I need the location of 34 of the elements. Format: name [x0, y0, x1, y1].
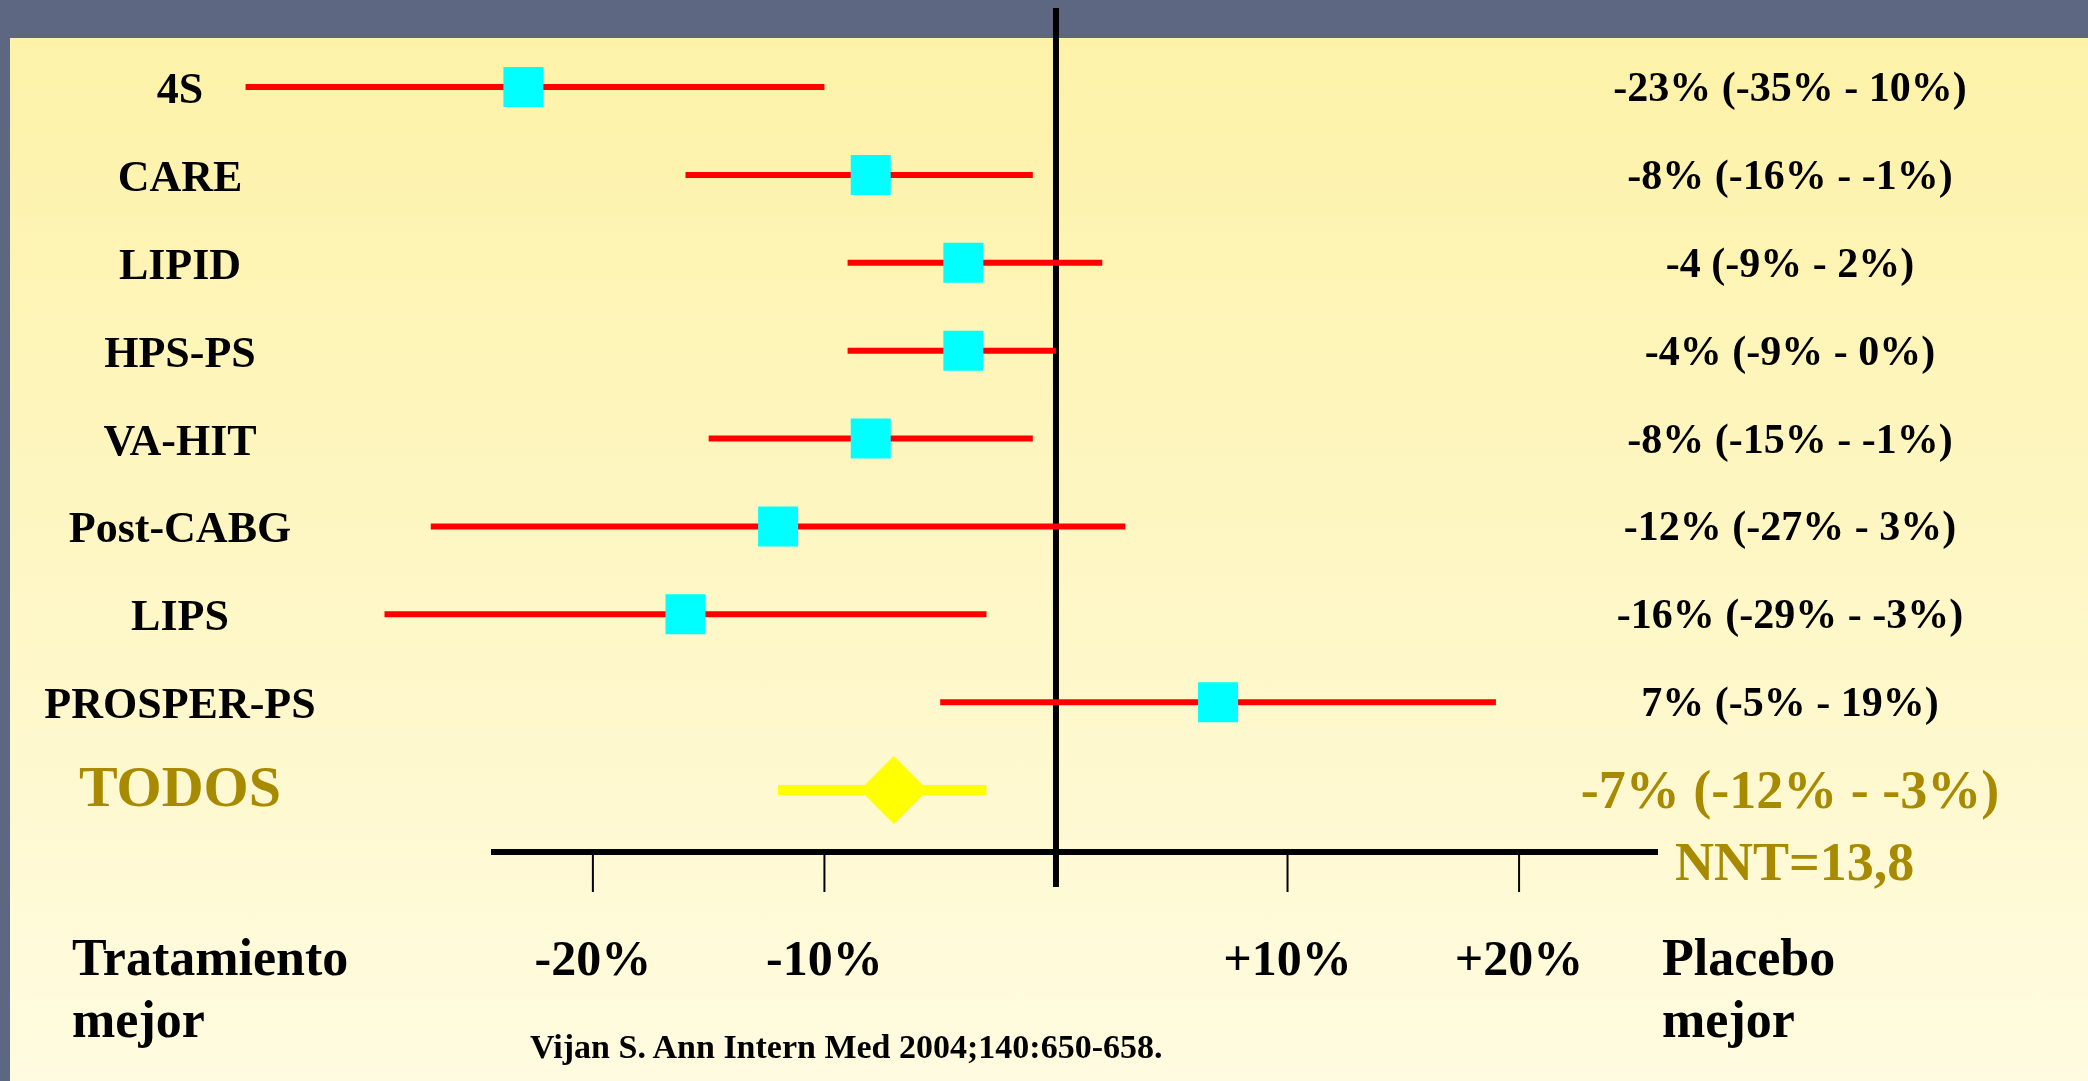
annotation: -8% (-16% - -1%): [1627, 151, 1953, 199]
text: NNT=13,8: [1675, 832, 1915, 892]
annotation: 7% (-5% - 19%): [1641, 679, 1939, 727]
point: [943, 330, 984, 371]
point: [850, 154, 891, 195]
point: [665, 594, 706, 635]
point: [943, 242, 984, 283]
point: [758, 506, 799, 547]
annotation: -8% (-15% - -1%): [1627, 415, 1953, 463]
y-tick-label: 4S: [156, 64, 204, 113]
point: [1198, 682, 1239, 723]
x-tick-label: +20%: [1454, 930, 1584, 986]
text: -4 (-9% - 2%): [1665, 239, 1915, 287]
x-tick-label: +10%: [1223, 930, 1352, 986]
point: [850, 418, 891, 459]
annotation: -23% (-35% - 10%): [1613, 64, 1967, 111]
y-tick-label: HPS-PS: [104, 327, 256, 377]
y-tick-label: LIPID: [118, 239, 242, 289]
point: [503, 67, 544, 107]
x-tick-label: -10%: [766, 930, 883, 986]
annotation: -7% (-12% - -3%): [1580, 760, 2000, 820]
annotation: -16% (-29% - -3%): [1616, 591, 1964, 639]
y-tick-label: PROSPER-PS: [44, 679, 316, 729]
y-tick-label: LIPS: [131, 591, 229, 641]
text: Placebo mejor: [1662, 929, 1836, 1048]
text: Tratamiento mejor: [72, 929, 349, 1048]
text: Vijan S. Ann Intern Med 2004;140:650-658.: [530, 1028, 1163, 1065]
annotation: -12% (-27% - 3%): [1623, 503, 1957, 551]
annotation: -4% (-9% - 0%): [1644, 327, 1936, 375]
y-tick-label: Post-CABG: [68, 503, 292, 553]
x-tick-label: -20%: [534, 930, 652, 986]
y-tick-label: CARE: [117, 151, 243, 201]
y-tick-label: TODOS: [78, 754, 282, 819]
y-tick-label: VA-HIT: [103, 415, 257, 465]
